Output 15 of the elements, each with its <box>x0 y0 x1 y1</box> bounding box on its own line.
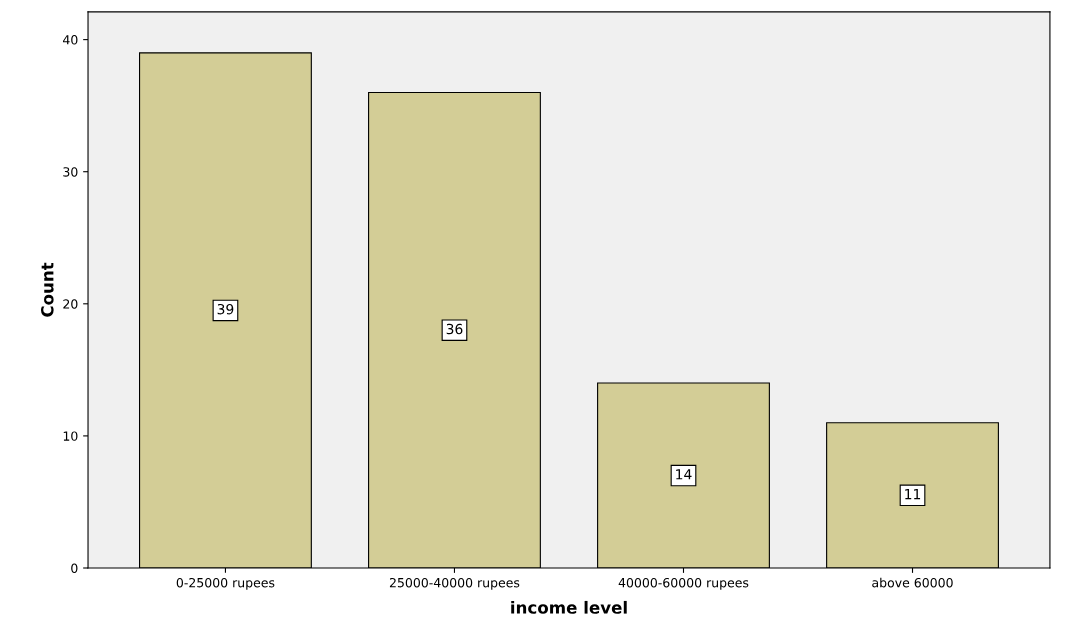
data-label: 11 <box>905 489 921 500</box>
y-tick-label: 10 <box>63 431 78 441</box>
x-tick-label: 0-25000 rupees <box>176 577 275 590</box>
y-tick-label: 30 <box>63 167 78 177</box>
data-label: 14 <box>676 469 692 480</box>
data-label: 36 <box>446 323 463 335</box>
x-axis-title: income level <box>511 600 627 614</box>
x-tick-label: 25000-40000 rupees <box>389 577 520 590</box>
y-axis-title: Count <box>41 262 54 317</box>
y-tick-label: 20 <box>63 299 78 309</box>
x-tick-label: above 60000 <box>872 577 953 588</box>
x-tick-label: 40000-60000 rupees <box>618 577 749 590</box>
y-tick-label: 0 <box>71 563 78 573</box>
y-tick-label: 40 <box>63 35 78 45</box>
data-label: 39 <box>217 303 234 315</box>
